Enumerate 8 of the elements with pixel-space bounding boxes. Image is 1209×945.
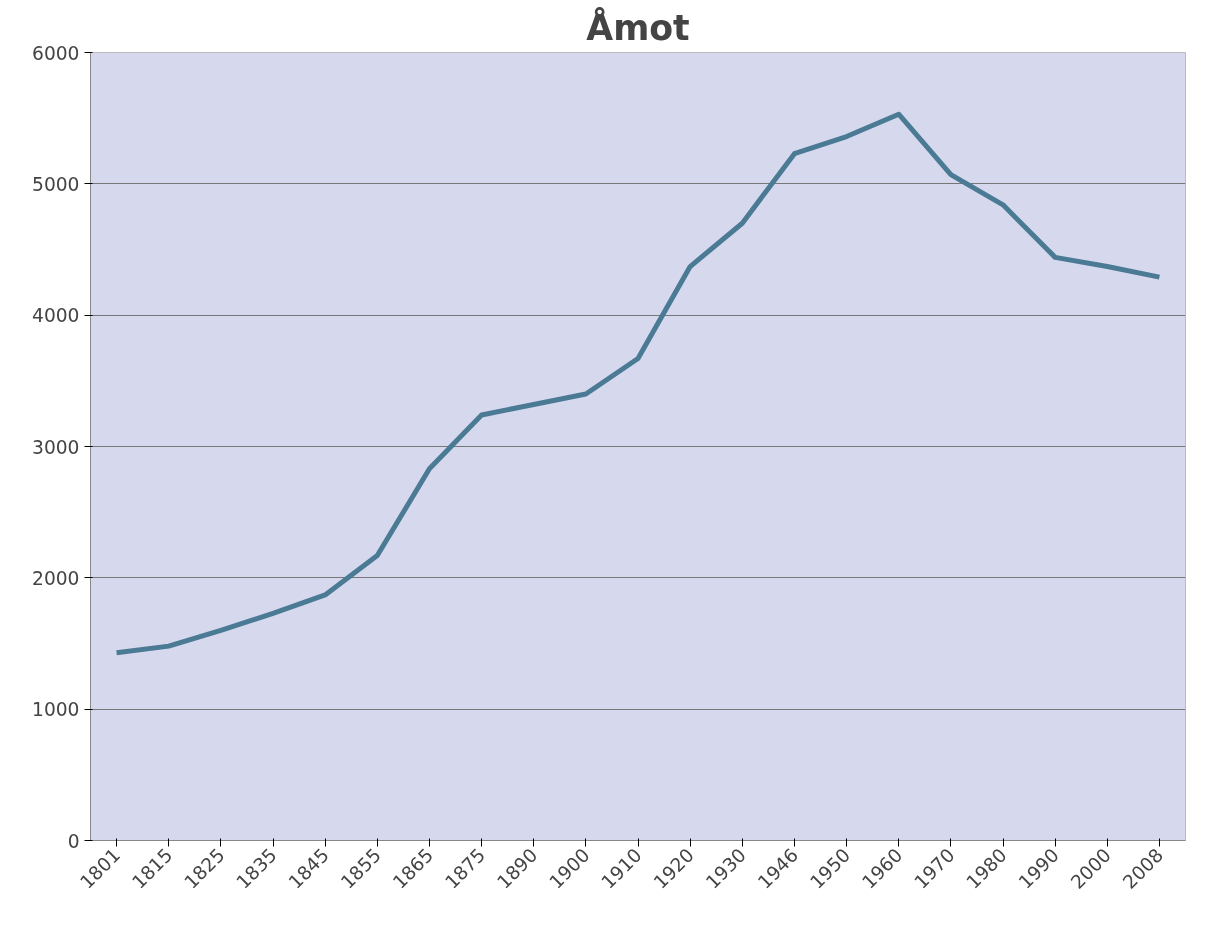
- y-tick-label: 1000: [32, 699, 80, 721]
- y-tick-label: 3000: [32, 436, 80, 458]
- y-tick-label: 4000: [32, 305, 80, 327]
- chart-title: Åmot: [586, 6, 690, 48]
- y-tick-label: 0: [67, 830, 80, 852]
- y-tick-label: 2000: [32, 567, 80, 589]
- y-tick-label: 6000: [32, 42, 80, 64]
- y-tick-label: 5000: [32, 173, 80, 195]
